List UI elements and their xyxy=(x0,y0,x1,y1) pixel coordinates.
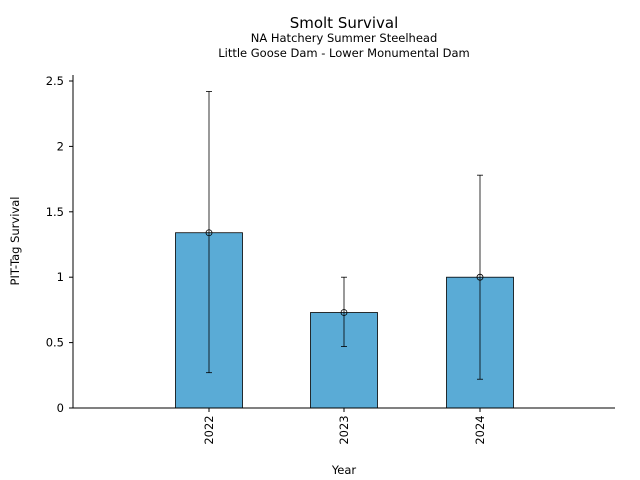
chart-subtitle-line-1: NA Hatchery Summer Steelhead xyxy=(251,31,438,45)
y-tick-label: 1 xyxy=(57,270,64,284)
plot-area: 0 0.5 1 1.5 2 2.5 2022 2023 2024 xyxy=(46,74,514,445)
y-tick-label: 2 xyxy=(57,139,64,153)
point-marker-2023 xyxy=(340,309,348,316)
chart-title: Smolt Survival xyxy=(290,14,399,32)
y-tick-label: 0.5 xyxy=(46,336,64,350)
point-marker-2024 xyxy=(476,273,484,281)
chart-subtitle-line-2: Little Goose Dam - Lower Monumental Dam xyxy=(218,46,470,60)
y-tick-label: 2.5 xyxy=(46,74,64,88)
x-tick-label: 2024 xyxy=(473,415,487,444)
point-marker-2022 xyxy=(205,229,213,237)
x-axis-label: Year xyxy=(331,463,357,477)
y-tick-label: 1.5 xyxy=(46,205,64,219)
x-tick-label: 2022 xyxy=(202,415,216,444)
y-axis-label: PIT-Tag Survival xyxy=(8,197,22,286)
y-tick-label: 0 xyxy=(57,401,64,415)
x-tick-label: 2023 xyxy=(337,415,351,444)
